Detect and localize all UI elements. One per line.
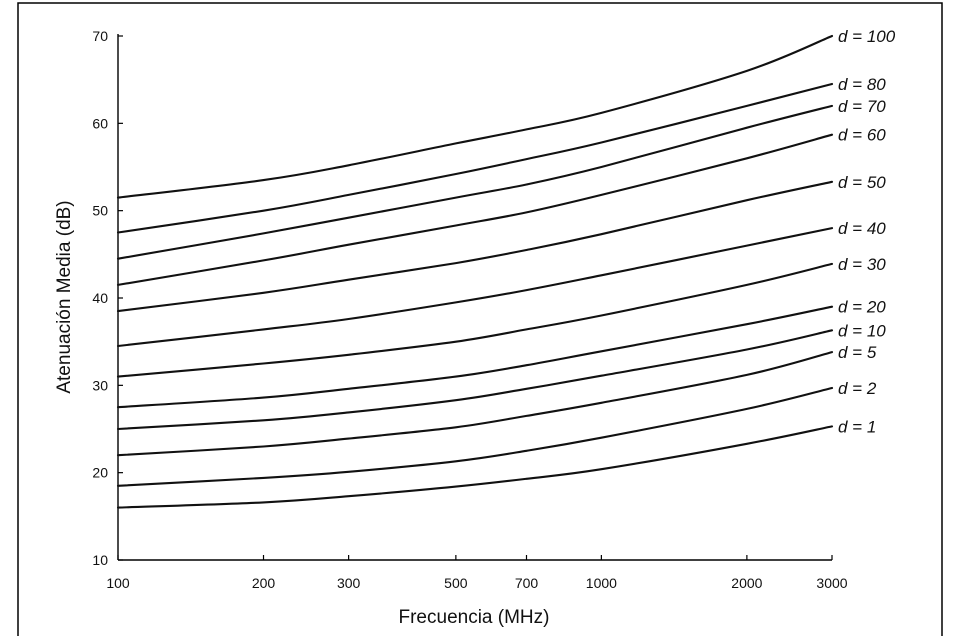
curve-d-50 [116,180,834,313]
curve-label-d-1: d = 1 [838,417,876,436]
y-axis-label: Atenuación Media (dB) [54,200,75,393]
curve-d-10 [116,329,834,431]
curve-d-1 [116,425,834,509]
chart-frame [17,2,943,636]
y-ticks: 10 20 30 40 50 60 70 [92,28,123,568]
x-tick-label-100: 100 [106,575,130,591]
x-tick-label-300: 300 [337,575,361,591]
x-tick-label-700: 700 [515,575,539,591]
curve-label-d-60: d = 60 [838,126,886,145]
x-tick-label-1000: 1000 [586,575,617,591]
y-tick-label-70: 70 [92,28,108,44]
curve-d-2 [116,386,834,487]
y-tick-label-60: 60 [92,115,108,131]
curves [116,34,834,509]
curve-d-80 [116,82,834,234]
curve-d-30 [116,262,834,378]
curve-d-100 [116,34,834,199]
curve-d-5 [116,351,834,457]
x-tick-label-3000: 3000 [816,575,847,591]
curve-label-d-70: d = 70 [838,97,886,116]
curve-label-d-100: d = 100 [838,27,896,46]
curve-label-d-5: d = 5 [838,343,877,362]
curve-label-d-30: d = 30 [838,255,886,274]
curve-label-d-80: d = 80 [838,75,886,94]
curve-label-d-40: d = 40 [838,219,886,238]
y-tick-label-40: 40 [92,290,108,306]
curve-label-d-10: d = 10 [838,321,886,340]
y-tick-label-30: 30 [92,377,108,393]
x-tick-label-500: 500 [444,575,468,591]
x-tick-label-2000: 2000 [731,575,762,591]
curve-label-d-50: d = 50 [838,173,886,192]
curve-d-70 [116,104,834,260]
curve-d-60 [116,133,834,286]
curve-label-d-2: d = 2 [838,379,877,398]
y-tick-label-10: 10 [92,552,108,568]
x-ticks: 100 200 300 500 700 1000 2000 3000 [106,555,848,591]
y-tick-label-50: 50 [92,203,108,219]
curve-d-40 [116,227,834,348]
curve-labels: d = 100 d = 80 d = 70 d = 60 d = 50 d = 40 d =… [838,27,896,436]
curve-d-20 [116,305,834,409]
y-tick-label-20: 20 [92,465,108,481]
x-tick-label-200: 200 [252,575,276,591]
x-axis-label: Frecuencia (MHz) [399,607,550,628]
curve-label-d-20: d = 20 [838,298,886,317]
